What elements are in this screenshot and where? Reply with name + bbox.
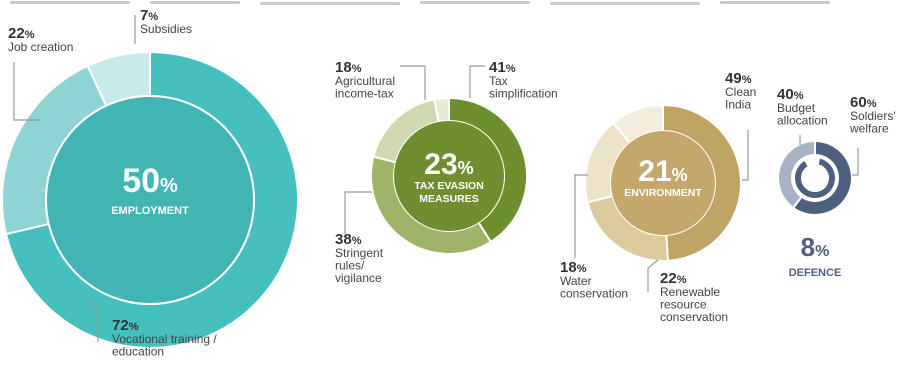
environment-chart: 21%ENVIRONMENT49%CleanIndia18%Waterconse… [560,70,756,324]
tax-total: 23% [424,148,473,181]
env-label-clean-india-label-line: India [725,98,751,112]
tax-label-stringent-value: 38% [335,231,362,248]
defence-total: 8% [801,232,830,262]
env-label-renewable-label-line: conservation [660,310,728,324]
env-leader-water [574,174,588,258]
tax-label-stringent-label-line: vigilance [335,271,382,285]
env-label-clean-india-value: 49% [725,70,752,87]
tax-label-agricultural-value: 18% [335,59,362,76]
defence-label-soldiers-value: 60% [850,94,877,111]
employment-label-subsidies-value: 7% [140,7,158,24]
env-leader-renewable [647,259,659,292]
defence-label-soldiers-label-line: Soldiers' [850,109,896,123]
tax-title-line2: MEASURES [419,193,479,205]
defence-label-soldiers-label-line: welfare [849,122,889,136]
env-label-renewable-value: 22% [660,270,687,287]
tax-label-agricultural-label-line: Agricultural [335,74,395,88]
tax-title-line1: TAX EVASION [414,180,484,192]
header-strip [0,0,900,8]
env-label-water-value: 18% [560,259,587,276]
env-label-water-label-line: Water [560,274,592,288]
employment-label-subsidies-label-line: Subsidies [140,22,192,36]
defence-inner-core [802,165,828,191]
tax-label-stringent-label-line: rules/ [335,259,365,273]
employment-label-job-creation-label-line: Job creation [8,40,73,54]
employment-label-vocational-label-line: education [112,345,164,359]
env-label-renewable-label-line: resource [660,298,707,312]
employment-inner-ring [45,95,255,305]
tax-label-simplification-label-line: simplification [489,87,558,101]
employment-title: EMPLOYMENT [111,205,189,217]
defence-leader-soldiers [852,148,859,176]
employment-label-vocational-label-line: Vocational training / [112,332,217,346]
env-total: 21% [638,155,687,188]
env-label-clean-india-label-line: Clean [725,85,756,99]
tax-leader-simplification [469,65,485,98]
defence-label-budget-label-line: Budget [777,101,816,115]
employment-label-job-creation-value: 22% [8,25,35,42]
employment-total: 50% [122,162,178,200]
tax-label-agricultural-label-line: income-tax [335,87,394,101]
employment-chart: 50% EMPLOYMENT 22%Job creation 7%Subsidies 7… [1,7,299,359]
env-label-renewable-label-line: Renewable [660,285,720,299]
tax-label-stringent-label-line: Stringent [335,246,384,260]
defence-title: DEFENCE [789,267,842,279]
tax-leader-agricultural [400,65,426,100]
tax-leader-stringent [344,191,372,234]
tax-label-simplification-value: 41% [489,59,516,76]
defence-label-budget-label-line: allocation [777,114,828,128]
defence-label-budget-value: 40% [777,86,804,103]
tax-inner-disc [394,121,504,231]
employment-label-vocational-value: 72% [112,317,139,334]
env-label-water-label-line: conservation [560,287,628,301]
env-title: ENVIRONMENT [624,187,702,199]
employment-leader-job-creation [13,62,40,121]
employment-inner-disc [46,96,254,304]
env-inner-disc [611,131,715,235]
employment-leader-vocational [87,299,99,342]
env-leader-clean-india [742,130,749,181]
tax-label-simplification-label-line: Tax [489,74,508,88]
